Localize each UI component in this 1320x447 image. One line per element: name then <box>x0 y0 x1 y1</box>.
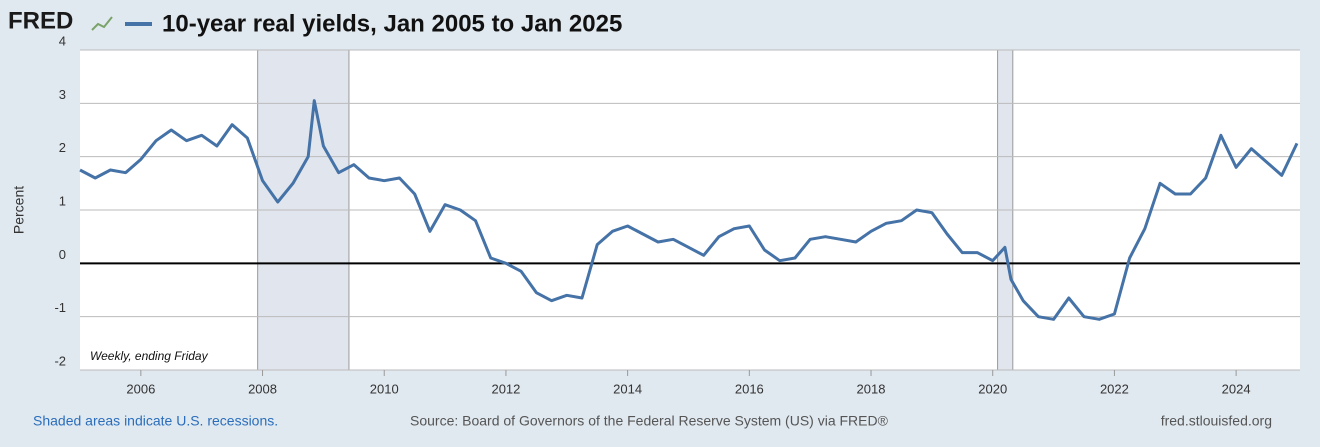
logo: FRED <box>8 7 73 34</box>
y-tick-label: 4 <box>59 33 66 48</box>
y-axis-label: Percent <box>11 186 27 234</box>
x-tick-label: 2006 <box>126 381 155 396</box>
annotation: Weekly, ending Friday <box>90 349 209 363</box>
x-tick-label: 2008 <box>248 381 277 396</box>
data-line <box>79 99 1299 321</box>
y-tick-label: 0 <box>59 247 66 262</box>
x-tick-label: 2022 <box>1100 381 1129 396</box>
x-tick-label: 2014 <box>613 381 642 396</box>
footer-source: Source: Board of Governors of the Federa… <box>410 413 889 429</box>
footer-right[interactable]: fred.stlouisfed.org <box>1161 413 1272 429</box>
logo-icon <box>91 16 113 31</box>
x-tick-label: 2020 <box>978 381 1007 396</box>
x-tick-label: 2010 <box>370 381 399 396</box>
footer-left[interactable]: Shaded areas indicate U.S. recessions. <box>33 413 278 429</box>
x-tick-label: 2024 <box>1222 381 1251 396</box>
y-tick-label: 1 <box>59 193 66 208</box>
y-tick-label: -1 <box>54 300 66 315</box>
y-tick-label: -2 <box>54 353 66 368</box>
x-tick-label: 2016 <box>735 381 764 396</box>
x-tick-label: 2018 <box>857 381 886 396</box>
chart-title: 10-year real yields, Jan 2005 to Jan 202… <box>162 10 622 37</box>
x-tick-label: 2012 <box>491 381 520 396</box>
y-tick-label: 3 <box>59 87 66 102</box>
y-tick-label: 2 <box>59 140 66 155</box>
